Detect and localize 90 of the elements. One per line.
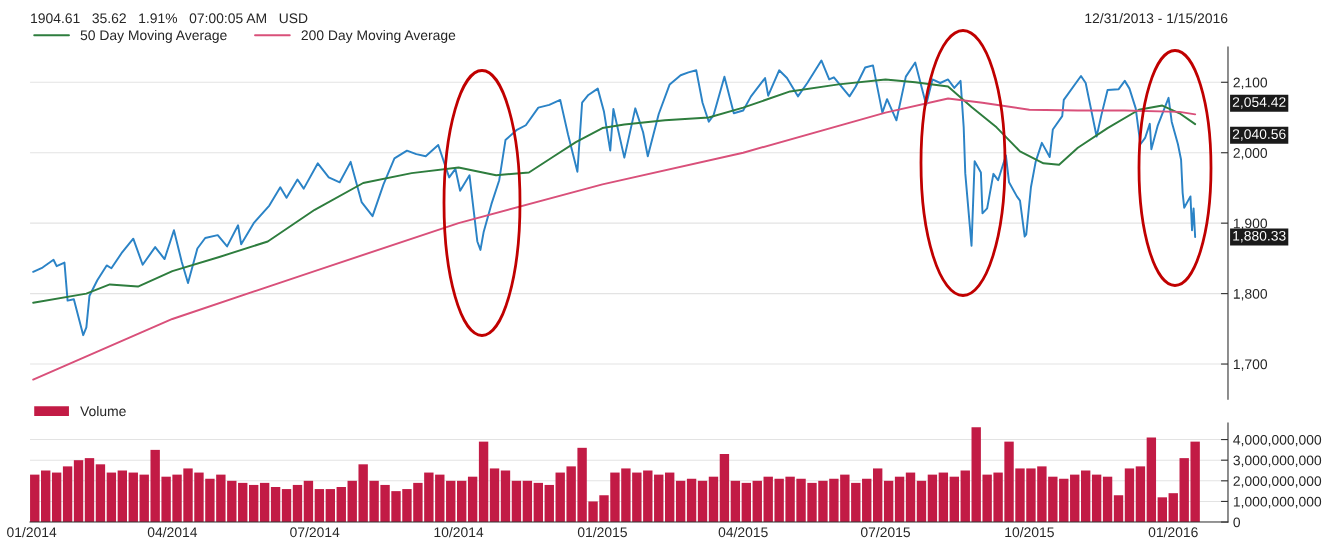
bar: [1124, 468, 1135, 523]
chart-subtitle: 1904.61 35.62 1.91% 07:00:05 AM USD: [31, 13, 308, 24]
bar: [270, 487, 281, 523]
bar: [238, 482, 248, 523]
bar: [697, 480, 708, 523]
y-tick-label: 1,800: [1233, 288, 1268, 301]
bar: [325, 489, 336, 523]
x-tick-label: 10/2015: [1005, 526, 1054, 538]
bar: [654, 474, 664, 523]
x-tick-label: 01/2016: [1148, 526, 1198, 538]
bar: [862, 478, 872, 523]
bar: [883, 480, 894, 523]
line-series: [32, 59, 1197, 337]
bar: [511, 480, 522, 523]
bar: [30, 474, 40, 523]
y-tick-label: 3,000,000,000: [1233, 455, 1322, 467]
bar: [752, 480, 762, 523]
bar: [1168, 493, 1178, 523]
x-tick-label: 04/2014: [147, 526, 198, 538]
bar: [303, 480, 314, 523]
bar: [686, 478, 697, 523]
x-tick-label: 10/2014: [434, 526, 484, 538]
bar: [95, 464, 106, 523]
y-tick-label: 1,700: [1233, 359, 1268, 371]
x-tick-label: 04/2015: [718, 526, 768, 538]
bar: [336, 487, 346, 523]
bar: [500, 470, 511, 523]
legend-label: Volume: [80, 405, 126, 417]
x-tick-label: 01/2014: [7, 526, 57, 538]
bar: [730, 480, 741, 523]
legend-label: 200 Day Moving Average: [301, 29, 456, 43]
bar: [106, 472, 117, 523]
annotation: 2,054.42: [1232, 97, 1286, 109]
annotation: 2,040.56: [1232, 129, 1286, 141]
bar: [1113, 495, 1124, 523]
bar: [259, 482, 270, 523]
bar: [41, 470, 51, 523]
bar: [128, 472, 138, 523]
bar: [719, 454, 730, 523]
bar: [478, 441, 489, 523]
bar: [1091, 474, 1102, 523]
x-tick-label: 07/2014: [290, 526, 340, 538]
bar: [872, 468, 883, 523]
bar: [1135, 466, 1146, 523]
y-tick-label: 2,100: [1233, 77, 1268, 90]
bar: [314, 489, 325, 523]
bar: [927, 474, 938, 523]
bar: [51, 472, 62, 523]
bar: [1080, 470, 1091, 523]
bar: [1102, 476, 1113, 523]
bar: [675, 480, 686, 523]
y-tick-label: 4,000,000,000: [1233, 434, 1322, 447]
bar: [905, 472, 916, 523]
line-series: [32, 97, 1197, 381]
bar: [894, 476, 905, 523]
annotation: 1,880.33: [1233, 230, 1286, 243]
bar: [489, 468, 500, 523]
bar: [62, 466, 73, 523]
x-tick-label: 01/2015: [577, 526, 627, 538]
bar: [522, 480, 533, 523]
y-tick-label: 2,000,000,000: [1233, 476, 1322, 488]
legend-label: 50 Day Moving Average: [80, 29, 227, 43]
bar: [446, 480, 456, 523]
bar: [664, 472, 675, 523]
bar: [949, 476, 959, 523]
bar: [741, 482, 752, 523]
y-tick-label: 1,000,000,000: [1233, 496, 1322, 509]
bar: [708, 476, 719, 523]
bar: [1146, 437, 1157, 523]
bar: [960, 470, 970, 523]
bar: [467, 476, 478, 523]
bar: [916, 480, 927, 523]
text: 12/31/2013 - 1/15/2016: [1085, 12, 1228, 24]
bar: [117, 470, 128, 523]
line-series: [32, 78, 1197, 304]
bar: [533, 482, 544, 523]
bar: [292, 484, 303, 523]
y-tick-label: 1,900: [1233, 218, 1268, 230]
y-tick-label: 2,000: [1233, 148, 1268, 160]
bar: [938, 472, 949, 523]
bar: [544, 484, 554, 523]
x-tick-label: 07/2015: [860, 526, 911, 538]
bar: [1070, 474, 1080, 523]
bar: [84, 458, 95, 523]
y-tick-label: 0: [1233, 517, 1241, 528]
bar: [1157, 497, 1167, 523]
bar: [73, 460, 84, 523]
bar: [281, 489, 292, 523]
bar: [457, 480, 467, 523]
bar: [249, 484, 259, 523]
